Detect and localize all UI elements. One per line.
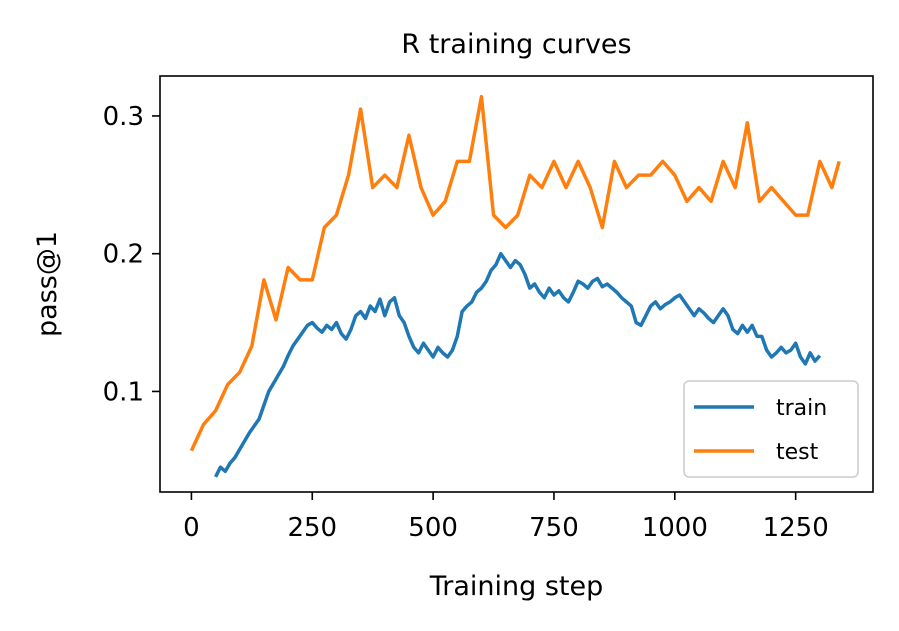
x-tick-label: 1250: [763, 513, 829, 543]
x-axis: 0 250 500 750 1000 1250: [183, 492, 829, 543]
legend-label-train: train: [776, 396, 827, 421]
x-axis-title: Training step: [429, 571, 604, 602]
y-tick-label: 0.3: [103, 102, 144, 132]
series-line-test: [189, 94, 841, 452]
y-tick-label: 0.1: [103, 377, 144, 407]
y-axis: 0.1 0.2 0.3: [103, 102, 160, 407]
x-tick-label: 1000: [642, 513, 708, 543]
series-layer: [189, 94, 841, 478]
legend-label-test: test: [776, 440, 819, 465]
x-tick-label: 750: [529, 513, 579, 543]
x-tick-label: 0: [183, 513, 200, 543]
x-tick-label: 250: [287, 513, 337, 543]
legend: train test: [683, 380, 859, 478]
legend-box: [683, 380, 859, 478]
series-line-train: [214, 251, 822, 478]
chart-title: R training curves: [401, 29, 631, 60]
y-tick-label: 0.2: [103, 240, 144, 270]
x-tick-label: 500: [408, 513, 458, 543]
y-axis-title: pass@1: [32, 231, 63, 337]
